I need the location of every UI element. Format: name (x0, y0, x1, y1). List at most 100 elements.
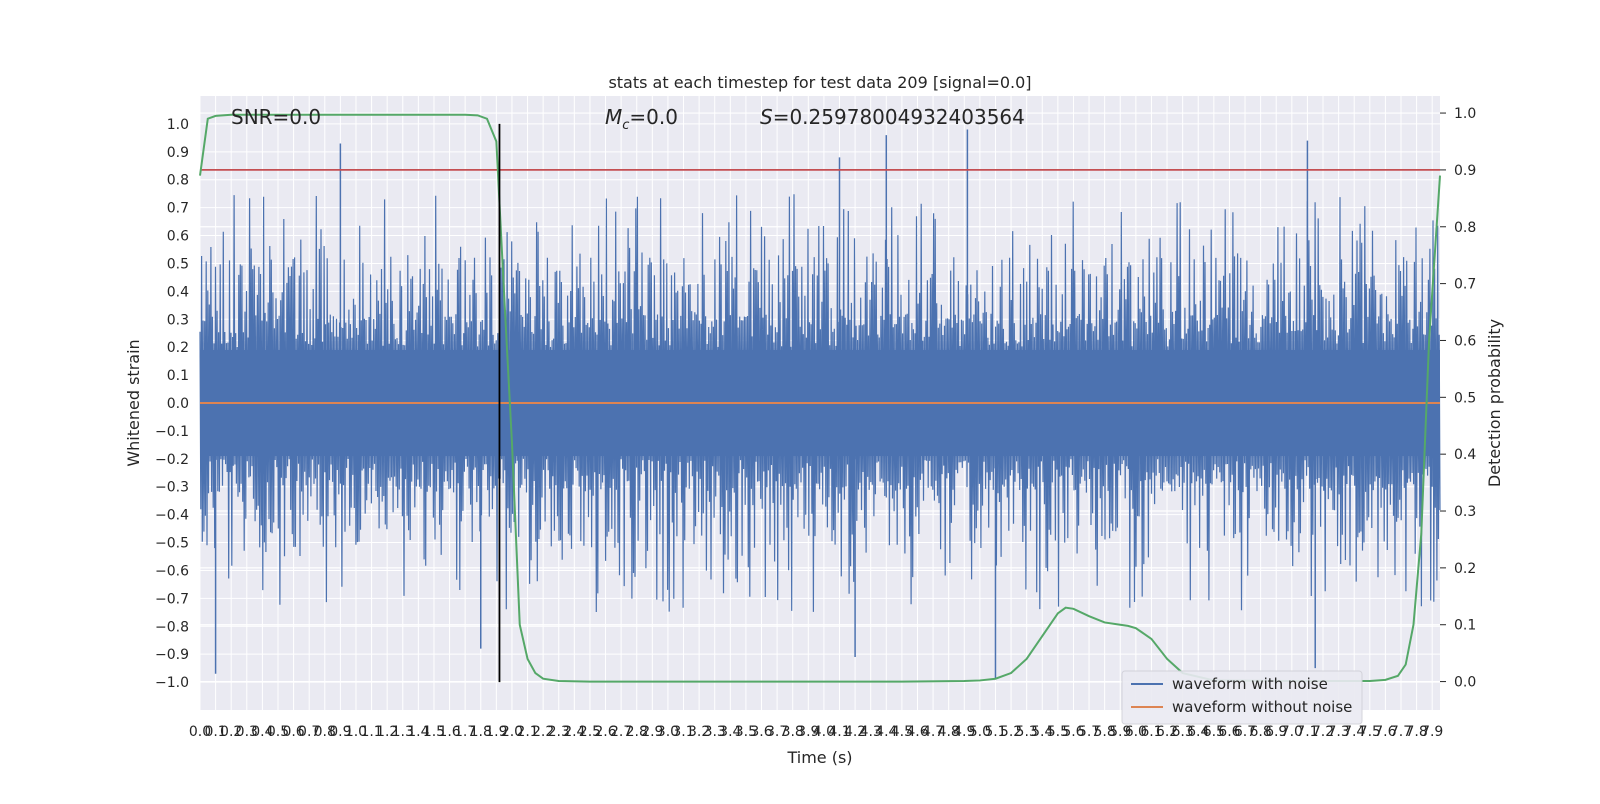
x-tick-label: 1.8 (470, 724, 492, 740)
x-tick-label: 2.8 (626, 724, 648, 740)
x-tick-label: 6.2 (1156, 724, 1178, 740)
y-right-tick-label: 0.5 (1454, 390, 1476, 406)
x-tick-label: 7.6 (1374, 724, 1396, 740)
x-tick-label: 2.3 (548, 724, 570, 740)
y-tick-label: 0.8 (167, 173, 189, 189)
x-tick-label: 1.3 (392, 724, 414, 740)
x-axis-label: Time (s) (786, 748, 852, 767)
y-tick-label: −0.5 (155, 536, 189, 552)
y-right-tick-label: 0.9 (1454, 163, 1476, 179)
y-tick-label: −0.3 (155, 480, 189, 496)
legend-label-noise: waveform with noise (1172, 675, 1328, 693)
x-tick-label: 5.1 (984, 724, 1006, 740)
x-tick-label: 5.8 (1094, 724, 1116, 740)
s-annotation: S=0.25978004932403564 (760, 105, 1025, 129)
x-tick-label: 4.0 (813, 724, 835, 740)
y-tick-label: 0.4 (167, 284, 189, 300)
y-right-tick-label: 0.8 (1454, 220, 1476, 236)
x-tick-label: 6.6 (1218, 724, 1240, 740)
y-right-tick-label: 0.1 (1454, 618, 1476, 634)
x-tick-label: 2.9 (641, 724, 663, 740)
x-tick-label: 1.5 (423, 724, 445, 740)
y-tick-label: −0.2 (155, 452, 189, 468)
y-tick-label: 0.2 (167, 340, 189, 356)
x-tick-label: 4.1 (828, 724, 850, 740)
y-tick-label: 1.0 (167, 117, 189, 133)
snr-annotation: SNR=0.0 (231, 105, 321, 129)
chart-title: stats at each timestep for test data 209… (608, 73, 1031, 92)
x-tick-label: 7.1 (1296, 724, 1318, 740)
x-tick-label: 7.4 (1343, 724, 1365, 740)
x-tick-label: 6.3 (1172, 724, 1194, 740)
x-tick-label: 5.2 (1000, 724, 1022, 740)
mc-subscript: c (622, 118, 629, 133)
y-tick-label: −0.4 (155, 508, 189, 524)
x-tick-label: 1.7 (454, 724, 476, 740)
mc-symbol: M (605, 105, 622, 129)
x-tick-label: 7.8 (1405, 724, 1427, 740)
x-tick-label: 2.1 (516, 724, 538, 740)
x-tick-label: 7.2 (1312, 724, 1334, 740)
x-tick-label: 2.5 (579, 724, 601, 740)
y-tick-labels: 1.0 0.9 0.8 0.7 0.6 0.5 0.4 0.3 0.2 0.1 0.0 −0.1 −0.… (155, 117, 189, 691)
x-tick-label: 0.8 (314, 724, 336, 740)
x-tick-label: 5.5 (1047, 724, 1069, 740)
y-tick-label: 0.1 (167, 368, 189, 384)
y-axis-label: Whitened strain (124, 339, 143, 466)
x-tick-label: 2.7 (610, 724, 632, 740)
y-right-tick-label: 0.0 (1454, 675, 1476, 691)
x-tick-label: 1.0 (345, 724, 367, 740)
x-tick-label: 3.3 (704, 724, 726, 740)
x-tick-label: 1.1 (360, 724, 382, 740)
x-tick-label: 4.7 (922, 724, 944, 740)
x-tick-label: 3.1 (672, 724, 694, 740)
y-tick-label: −0.9 (155, 647, 189, 663)
legend: waveform with noise waveform without noi… (1121, 670, 1363, 725)
x-tick-label: 6.8 (1249, 724, 1271, 740)
x-tick-label: 5.7 (1078, 724, 1100, 740)
y-right-tick-label: 0.3 (1454, 504, 1476, 520)
x-tick-label: 2.2 (532, 724, 554, 740)
x-tick-label: 0.4 (251, 724, 273, 740)
x-tick-label: 4.9 (953, 724, 975, 740)
y-right-tick-labels: 1.0 0.9 0.8 0.7 0.6 0.5 0.4 0.3 0.2 0.1 0.0 (1454, 106, 1476, 691)
x-tick-label: 4.2 (844, 724, 866, 740)
x-tick-label: 1.9 (485, 724, 507, 740)
x-tick-label: 0.3 (236, 724, 258, 740)
x-tick-label: 4.4 (875, 724, 897, 740)
mc-annotation: Mc=0.0 (605, 105, 678, 133)
y-tick-label: −0.7 (155, 591, 189, 607)
x-tick-label: 6.7 (1234, 724, 1256, 740)
s-symbol: S (760, 105, 773, 129)
x-tick-label: 4.5 (891, 724, 913, 740)
x-tick-label: 2.6 (594, 724, 616, 740)
y-tick-label: 0.3 (167, 312, 189, 328)
y-right-tick-label: 0.7 (1454, 277, 1476, 293)
y-right-tick-label: 0.6 (1454, 333, 1476, 349)
x-tick-label: 4.8 (938, 724, 960, 740)
x-tick-label: 3.0 (657, 724, 679, 740)
x-tick-label: 3.4 (719, 724, 741, 740)
x-tick-label: 6.1 (1140, 724, 1162, 740)
x-tick-label: 3.8 (782, 724, 804, 740)
x-tick-label: 7.3 (1327, 724, 1349, 740)
x-tick-label: 1.2 (376, 724, 398, 740)
x-tick-label: 5.9 (1109, 724, 1131, 740)
s-value: =0.25978004932403564 (773, 105, 1025, 129)
x-tick-label: 1.6 (438, 724, 460, 740)
x-tick-label: 7.7 (1390, 724, 1412, 740)
y-tick-label: −0.1 (155, 424, 189, 440)
y-right-tick-label: 1.0 (1454, 106, 1476, 122)
x-tick-label: 3.2 (688, 724, 710, 740)
y-tick-label: 0.7 (167, 201, 189, 217)
x-tick-label: 3.5 (735, 724, 757, 740)
x-tick-label: 0.5 (267, 724, 289, 740)
x-tick-label: 1.4 (407, 724, 429, 740)
x-tick-label: 3.7 (766, 724, 788, 740)
x-tick-label: 7.5 (1359, 724, 1381, 740)
legend-label-clean: waveform without noise (1172, 698, 1352, 716)
y-right-tick-label: 0.2 (1454, 561, 1476, 577)
x-tick-label: 6.9 (1265, 724, 1287, 740)
